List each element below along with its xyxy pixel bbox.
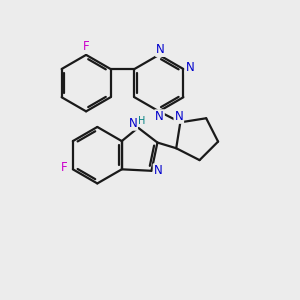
Text: N: N <box>155 110 164 123</box>
Text: N: N <box>156 43 165 56</box>
Text: H: H <box>138 116 146 126</box>
Text: F: F <box>83 40 89 53</box>
Text: N: N <box>174 110 183 123</box>
Text: N: N <box>185 61 194 74</box>
Text: N: N <box>154 164 162 177</box>
Text: F: F <box>61 161 68 174</box>
Text: N: N <box>128 117 137 130</box>
